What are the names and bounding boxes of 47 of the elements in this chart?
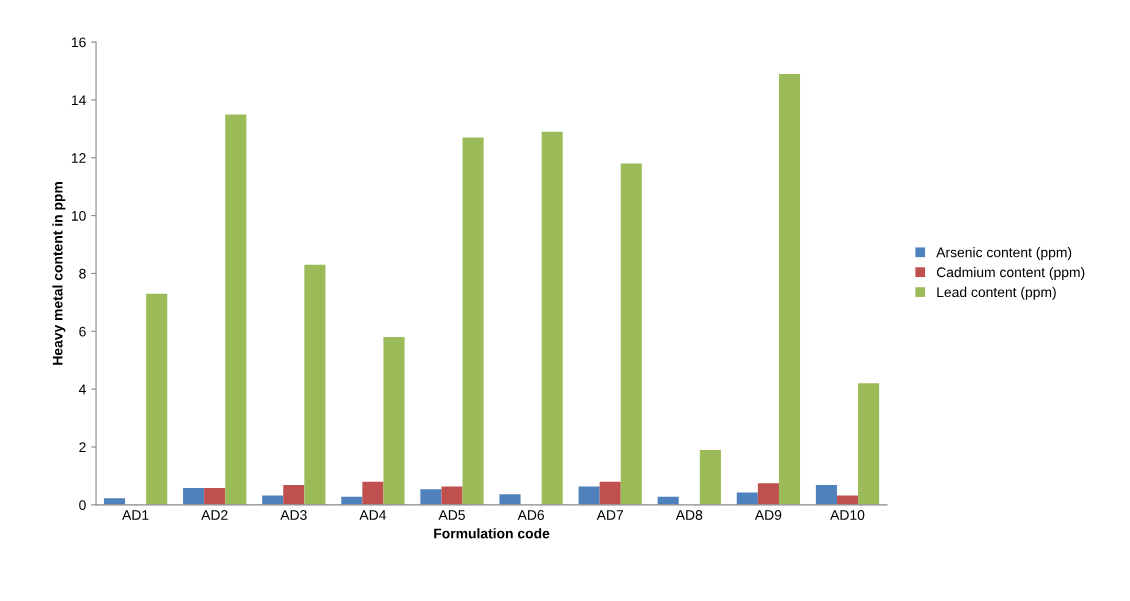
bar <box>304 264 326 505</box>
bar <box>778 73 801 505</box>
bar <box>499 494 521 505</box>
x-tick-label: AD5 <box>438 510 465 520</box>
bar <box>736 492 758 505</box>
bar <box>699 449 721 505</box>
bar <box>578 486 600 505</box>
bar <box>620 163 642 505</box>
x-tick-label: AD9 <box>754 510 782 520</box>
y-tick-label: 14 <box>71 95 86 105</box>
x-tick-label: AD2 <box>201 510 228 520</box>
bar <box>599 481 621 505</box>
bar <box>103 498 126 505</box>
y-tick-label: 8 <box>79 268 86 279</box>
bar <box>183 488 205 505</box>
bar <box>541 131 563 505</box>
bar <box>225 114 247 505</box>
bar <box>283 484 305 505</box>
y-tick-label: 6 <box>79 326 86 337</box>
bar <box>441 486 463 505</box>
x-tick-label: AD6 <box>517 510 544 520</box>
bar <box>362 481 384 505</box>
y-tick-label: 4 <box>78 384 86 395</box>
bar <box>858 383 880 505</box>
bar <box>383 337 405 505</box>
x-axis-title: Formulation code <box>434 528 550 539</box>
legend-label: Cadmium content (ppm) <box>936 266 1085 280</box>
bar <box>146 293 168 505</box>
x-tick-label: AD7 <box>596 510 624 520</box>
x-tick-label: AD4 <box>359 510 386 520</box>
y-tick-label: 10 <box>71 210 86 221</box>
y-axis-title: Heavy metal content in ppm <box>52 182 66 365</box>
y-tick-label: 0 <box>79 500 86 511</box>
y-tick-label: 16 <box>71 37 86 48</box>
bar <box>420 489 442 505</box>
legend-label: Lead content (ppm) <box>937 286 1056 300</box>
legend-label: Arsenic content (ppm) <box>936 247 1072 261</box>
y-tick-label: 2 <box>79 442 86 453</box>
x-tick-label: AD3 <box>280 510 307 520</box>
bar <box>815 484 837 505</box>
x-tick-label: AD1 <box>122 510 149 520</box>
y-tick-label: 12 <box>71 153 86 163</box>
x-tick-label: AD8 <box>675 510 703 520</box>
bar <box>462 137 484 505</box>
bar <box>204 488 226 505</box>
bar <box>757 483 779 505</box>
x-tick-label: AD10 <box>830 510 865 520</box>
